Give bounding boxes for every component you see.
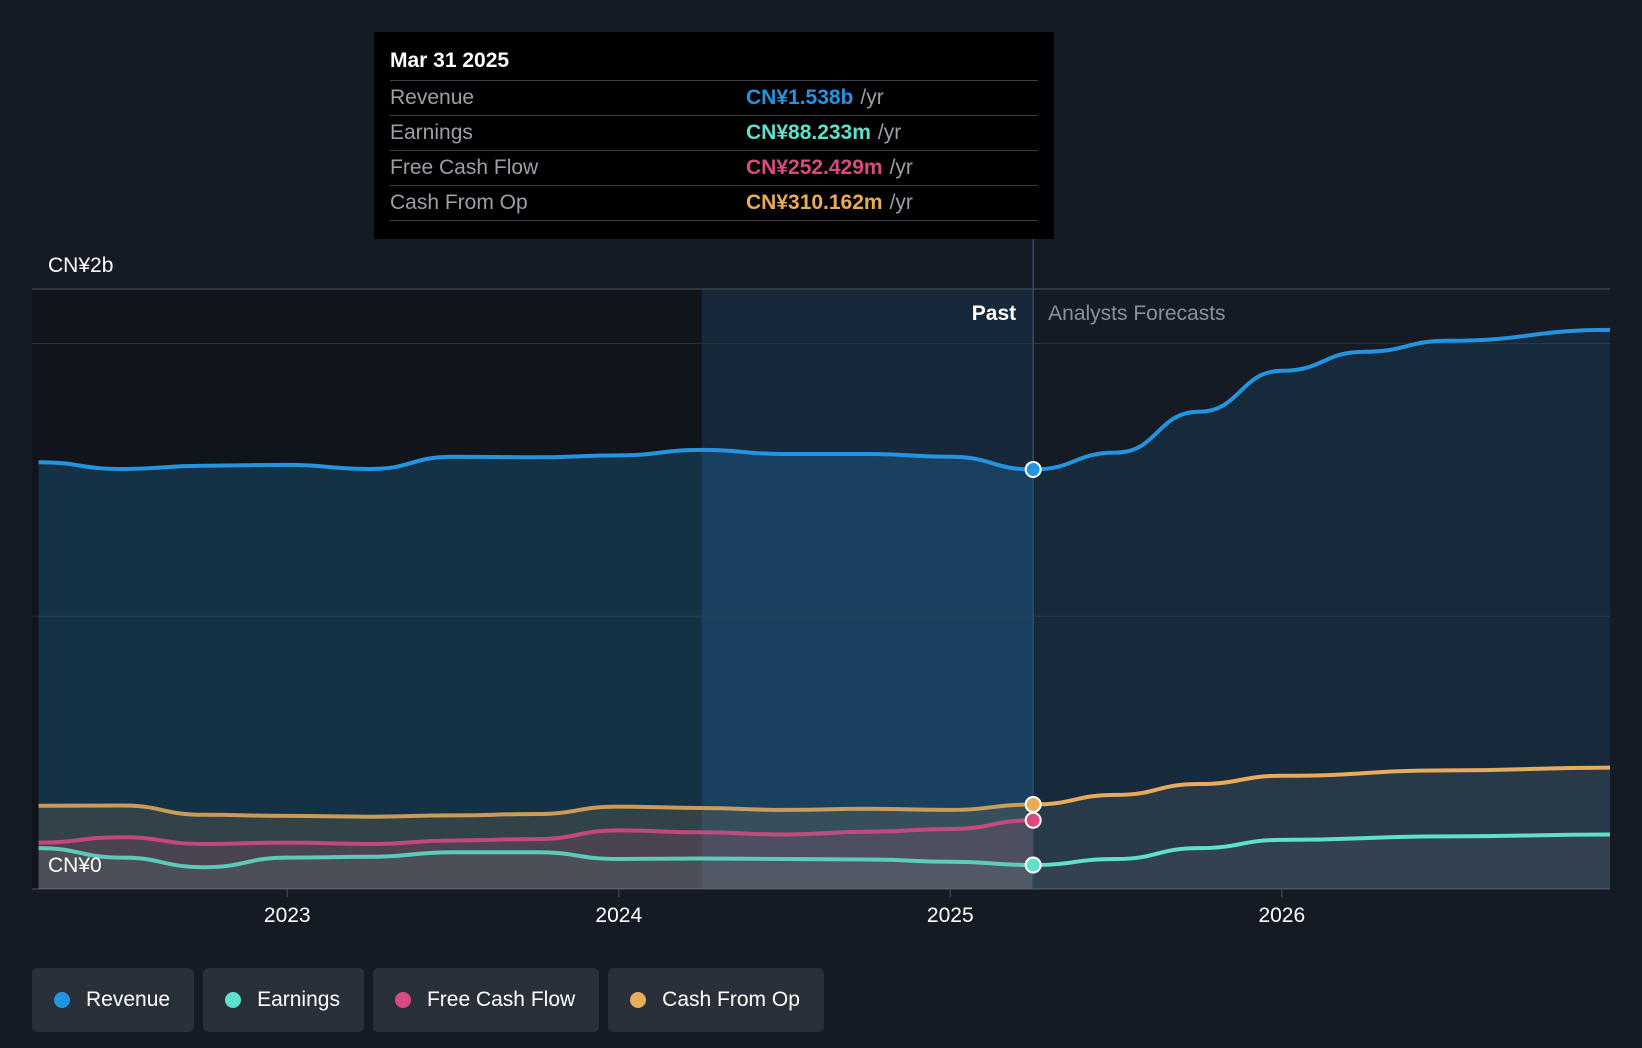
tooltip: Mar 31 2025 Revenue CN¥1.538b/yr Earnings C… [374,32,1054,239]
tooltip-row: Cash From Op CN¥310.162m/yr [390,185,1038,221]
tooltip-row-value: CN¥252.429m [746,156,883,179]
x-tick-label: 2026 [1258,904,1305,927]
x-tick-label: 2023 [264,904,311,927]
cash-from-op-past-area [38,804,1034,889]
legend-item-revenue[interactable]: Revenue [32,968,195,1032]
tooltip-row: Revenue CN¥1.538b/yr [390,80,1038,115]
cash-from-op-forecast-line [1033,765,1611,807]
legend-dot-icon [394,992,411,1008]
legend-label: Revenue [86,988,171,1011]
free-cash-flow-past-area [38,820,1034,889]
free-cash-flow-past-line [38,818,1034,847]
tooltip-row: Earnings CN¥88.233m/yr [390,115,1038,150]
revenue-past-area [38,449,1034,889]
tooltip-row-label: Free Cash Flow [390,156,539,179]
legend-item-cash-from-op[interactable]: Cash From Op [608,968,824,1032]
x-tick-label: 2024 [595,904,642,927]
cash-from-op-current-point [1024,795,1042,813]
legend-item-earnings[interactable]: Earnings [203,968,364,1032]
tooltip-row-label: Earnings [390,121,473,144]
y-tick-label-bottom: CN¥0 [48,854,102,877]
cash-from-op-forecast-area [1033,767,1610,889]
tooltip-row-label: Cash From Op [390,191,528,214]
legend-label: Free Cash Flow [426,988,576,1011]
tooltip-row-unit: /yr [877,121,902,144]
tooltip-row-value: CN¥1.538b [746,86,854,109]
tooltip-row-unit: /yr [860,86,884,109]
x-tick-label: 2025 [927,904,974,927]
revenue-past-line [38,447,1034,472]
revenue-current-point [1024,461,1042,479]
earnings-past-line [38,846,1034,870]
legend-dot-icon [225,992,242,1008]
free-cash-flow-current-point [1024,811,1042,829]
y-tick-label-top: CN¥2b [48,254,113,277]
earnings-forecast-line [1033,832,1611,867]
earnings-current-point [1024,856,1042,874]
revenue-forecast-line [1033,327,1611,472]
tooltip-row-unit: /yr [889,191,913,214]
tooltip-row-value: CN¥310.162m [746,191,883,214]
tooltip-row-value: CN¥88.233m [746,121,871,144]
legend: Revenue Earnings Free Cash Flow Cash From O… [32,968,833,1032]
past-label: Past [972,302,1016,325]
past-highlight-band [701,289,1034,889]
legend-label: Cash From Op [662,988,800,1011]
cash-from-op-past-line [38,802,1034,819]
tooltip-row: Free Cash Flow CN¥252.429m/yr [390,150,1038,185]
legend-item-free-cash-flow[interactable]: Free Cash Flow [372,968,600,1032]
forecast-label: Analysts Forecasts [1048,302,1225,325]
tooltip-row-unit: /yr [889,156,913,179]
legend-dot-icon [630,992,647,1008]
legend-dot-icon [54,992,70,1008]
revenue-forecast-area [1033,329,1610,889]
tooltip-date: Mar 31 2025 [390,49,510,72]
legend-label: Earnings [257,988,340,1011]
earnings-forecast-area [1033,834,1610,889]
tooltip-row-label: Revenue [390,86,475,109]
